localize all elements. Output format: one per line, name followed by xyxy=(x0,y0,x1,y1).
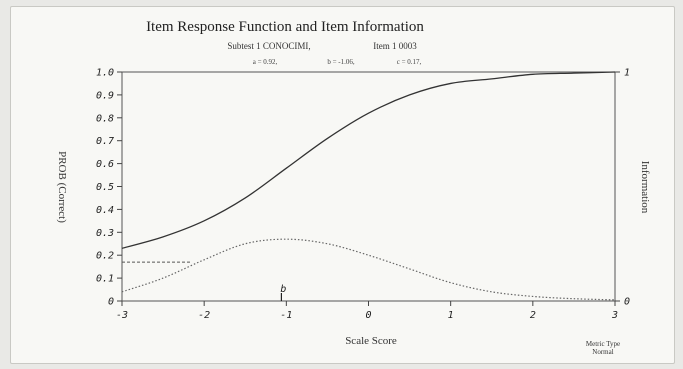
b-marker-label: b xyxy=(280,284,286,295)
legend-line-1: Metric Type xyxy=(586,340,620,348)
legend-line-2: Normal xyxy=(592,348,613,356)
x-tick-label: 1 xyxy=(448,310,454,321)
y-tick-label: 0.1 xyxy=(96,274,114,285)
y2-tick-label: 0 xyxy=(624,297,630,308)
chart-frame: Item Response Function and Item Informat… xyxy=(10,6,675,364)
item-label: Item 1 0003 xyxy=(373,41,417,51)
y-axis-label: PROB (Correct) xyxy=(56,151,68,223)
param-a: a = 0.92, xyxy=(253,58,278,66)
item-information-curve xyxy=(121,238,616,301)
y-tick-label: 0.7 xyxy=(96,136,114,147)
y-tick-label: 0.4 xyxy=(96,205,114,216)
plot-border xyxy=(121,71,616,302)
y-tick-label: 0.2 xyxy=(96,251,114,262)
x-axis-label: Scale Score xyxy=(345,335,397,347)
y-tick-label: 0.6 xyxy=(96,159,114,170)
y-tick-label: 0.9 xyxy=(96,90,114,101)
y2-axis-label: Information xyxy=(639,161,651,214)
y-tick-label: 0 xyxy=(108,297,114,308)
x-tick-label: 0 xyxy=(365,310,371,321)
y-tick-label: 0.3 xyxy=(96,228,114,239)
y2-tick-label: 1 xyxy=(624,68,630,79)
param-b: b = -1.06, xyxy=(327,58,355,66)
plot-area: 0 0.1 0.2 0.3 0.4 0.5 0.6 0.7 0.8 0.9 1.0 0 1 -3 -2 -1 0… xyxy=(96,68,630,322)
x-tick-label: -2 xyxy=(198,310,210,321)
x-tick-label: 2 xyxy=(530,310,536,321)
irf-chart: Item Response Function and Item Informat… xyxy=(56,19,651,356)
x-tick-label: 3 xyxy=(611,310,618,321)
x-tick-label: -1 xyxy=(280,310,292,321)
y-tick-label: 0.5 xyxy=(96,182,114,193)
item-response-curve xyxy=(121,71,616,249)
y-tick-label: 0.8 xyxy=(96,113,114,124)
param-c: c = 0.17, xyxy=(397,58,422,66)
x-tick-label: -3 xyxy=(116,310,128,321)
chart-title: Item Response Function and Item Informat… xyxy=(146,19,424,35)
y-tick-label: 1.0 xyxy=(96,68,114,79)
subtest-label: Subtest 1 CONOCIMI, xyxy=(227,41,310,51)
